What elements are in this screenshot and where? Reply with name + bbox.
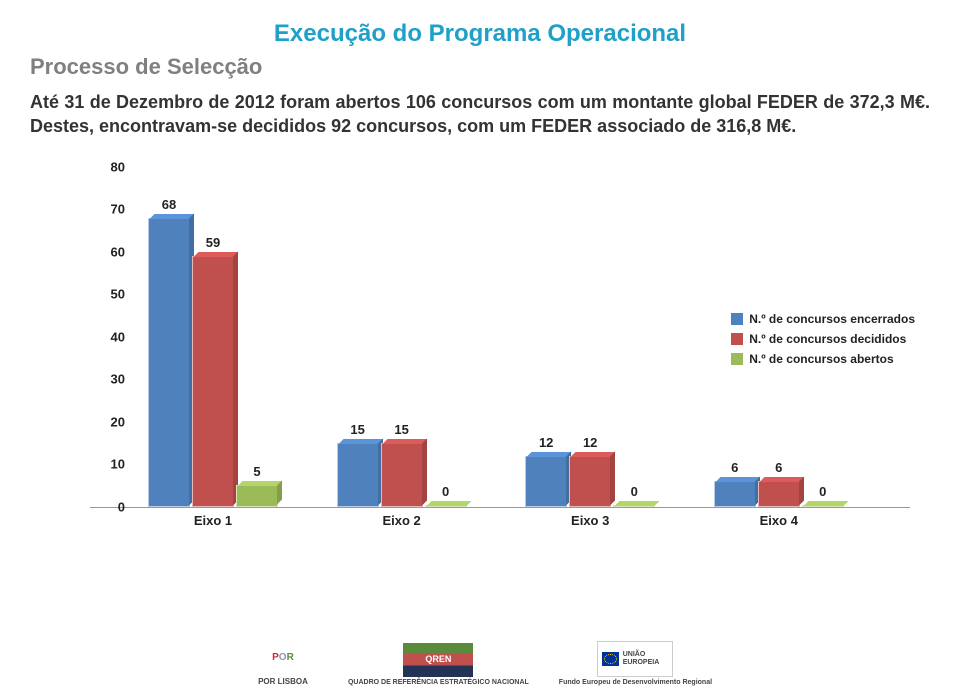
bar-value-label: 6 [775,460,782,475]
legend-swatch-icon [731,353,743,365]
legend-label: N.º de concursos abertos [749,352,893,366]
ytick-label: 10 [85,457,125,472]
ytick-label: 0 [85,499,125,514]
bar-value-label: 0 [819,484,826,499]
bar-value-label: 15 [350,422,364,437]
bar-decididos: 59 [192,256,234,507]
legend-item-encerrados: N.º de concursos encerrados [731,312,915,326]
bar-abertos: 5 [236,485,278,506]
bar-value-label: 0 [442,484,449,499]
intro-paragraph: Até 31 de Dezembro de 2012 foram abertos… [30,90,930,139]
bar-abertos: 0 [802,505,844,507]
bar-group: 12120 [525,456,655,507]
ytick-label: 60 [85,244,125,259]
ytick-label: 20 [85,414,125,429]
bar-group: 68595 [148,218,278,507]
xaxis-label: Eixo 2 [332,513,472,528]
logo-eu: UNIÃO EUROPEIA Fundo Europeu de Desenvol… [559,641,712,686]
bar-value-label: 15 [394,422,408,437]
xaxis-label: Eixo 1 [143,513,283,528]
page-subtitle: Processo de Selecção [30,54,930,80]
bar-abertos: 0 [425,505,467,507]
legend-swatch-icon [731,313,743,325]
xaxis-label: Eixo 3 [520,513,660,528]
legend-item-abertos: N.º de concursos abertos [731,352,915,366]
bar-encerrados: 68 [148,218,190,507]
logo-por-lisboa: P O R POR LISBOA [248,642,318,686]
bar-decididos: 6 [758,481,800,507]
ytick-label: 30 [85,372,125,387]
legend-label: N.º de concursos decididos [749,332,906,346]
bar-group: 15150 [337,443,467,507]
bar-value-label: 12 [539,435,553,450]
bar-value-label: 12 [583,435,597,450]
footer-logos: P O R POR LISBOA QREN QUADRO DE REFERÊNC… [0,641,960,686]
legend: N.º de concursos encerrados N.º de concur… [731,312,915,366]
bar-abertos: 0 [613,505,655,507]
eu-flag-icon [602,652,618,666]
legend-swatch-icon [731,333,743,345]
ytick-label: 40 [85,329,125,344]
ytick-label: 70 [85,202,125,217]
ytick-label: 50 [85,287,125,302]
legend-item-decididos: N.º de concursos decididos [731,332,915,346]
bar-value-label: 68 [162,197,176,212]
bar-decididos: 12 [569,456,611,507]
bar-value-label: 59 [206,235,220,250]
logo-qren: QREN QUADRO DE REFERÊNCIA ESTRATÉGICO NA… [348,643,529,686]
legend-label: N.º de concursos encerrados [749,312,915,326]
bar-value-label: 6 [731,460,738,475]
ytick-label: 80 [85,159,125,174]
bar-decididos: 15 [381,443,423,507]
bar-value-label: 0 [631,484,638,499]
bar-encerrados: 6 [714,481,756,507]
bar-value-label: 5 [253,464,260,479]
bar-encerrados: 12 [525,456,567,507]
bar-chart: 01020304050607080685951515012120660 N.º … [45,167,915,547]
bar-group: 660 [714,481,844,507]
page-main-title: Execução do Programa Operacional [30,20,930,48]
xaxis-label: Eixo 4 [709,513,849,528]
bar-encerrados: 15 [337,443,379,507]
